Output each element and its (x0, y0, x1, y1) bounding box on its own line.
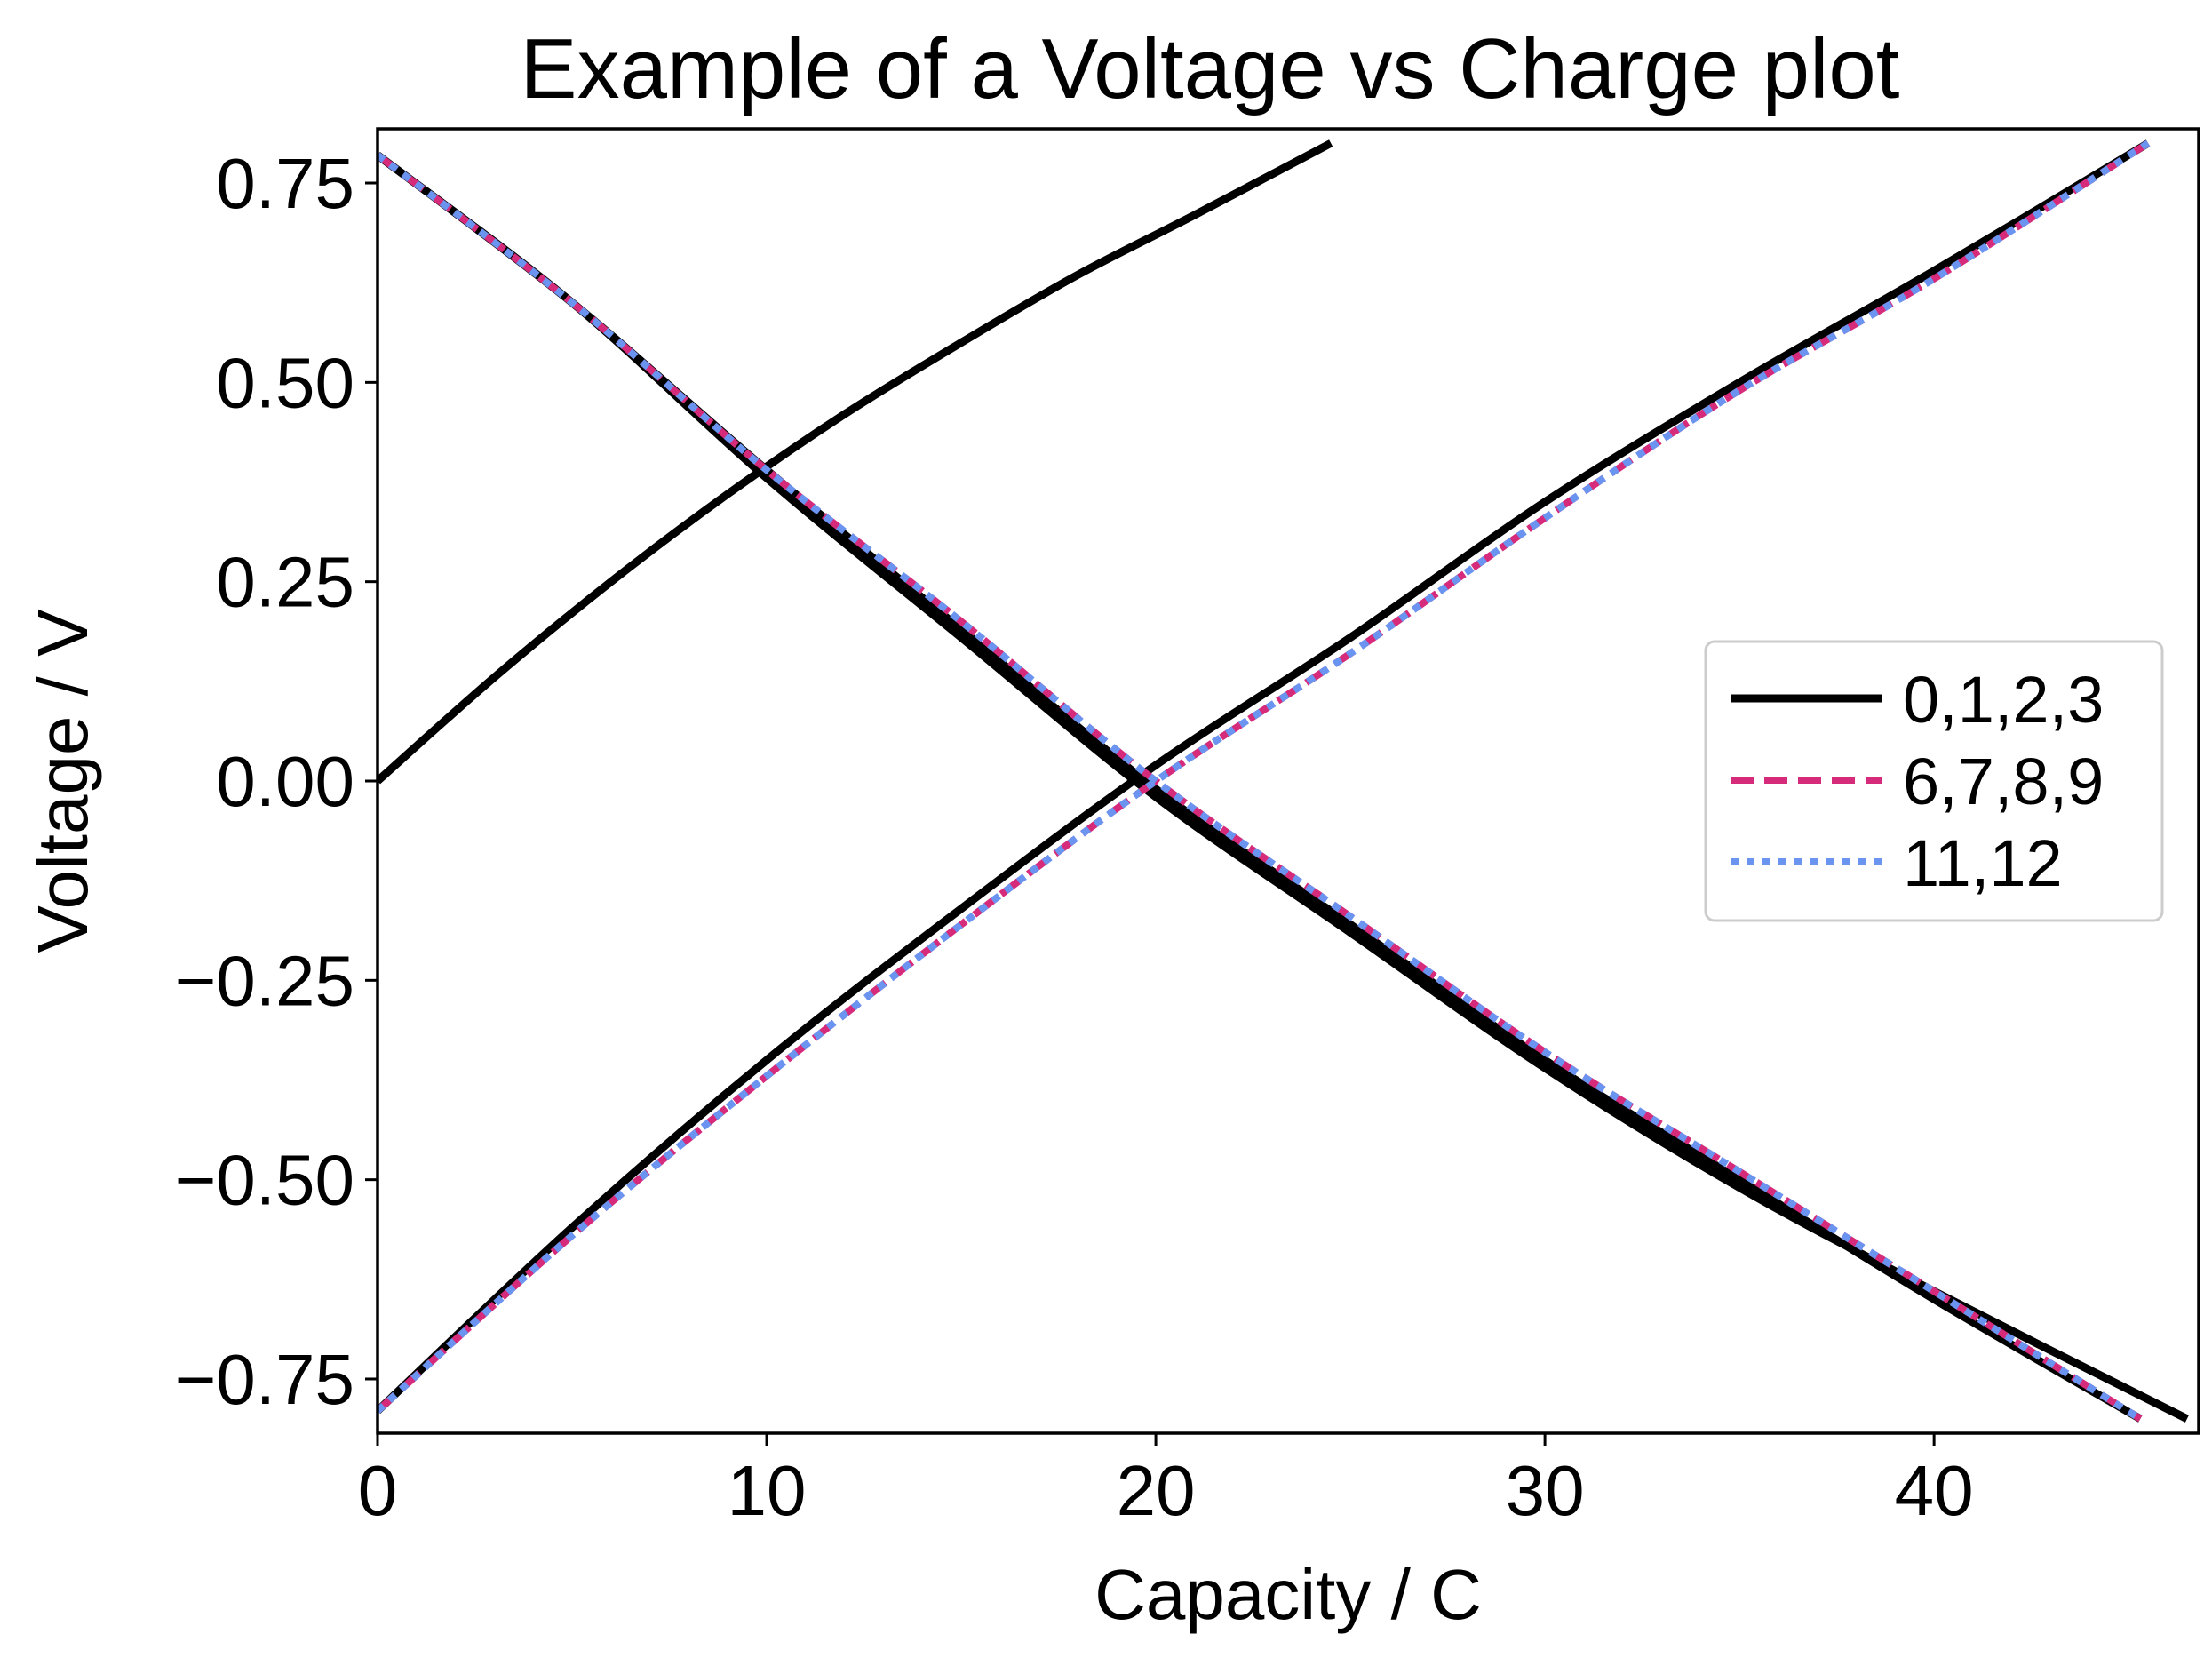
series-line-3-curve-1 (378, 152, 2143, 1423)
y-tick-label: −0.75 (175, 1340, 354, 1419)
legend-label-1: 0,1,2,3 (1903, 663, 2104, 737)
legend-label-3: 11,12 (1903, 826, 2063, 900)
x-axis: 0 10 20 30 40 (358, 1433, 1974, 1530)
y-tick-label: −0.50 (175, 1141, 354, 1220)
series-line-1-curve-4 (378, 139, 2151, 1415)
y-tick-label: 0.25 (216, 543, 354, 622)
y-tick-label: 0.00 (216, 742, 354, 821)
series-line-1-curve-3 (378, 152, 2143, 1423)
y-tick-label: 0.50 (216, 343, 354, 422)
legend-box (1704, 640, 2164, 922)
x-tick-label: 40 (1895, 1451, 1974, 1530)
y-axis: 0.75 0.50 0.25 0.00 −0.25 −0.50 −0.75 (175, 144, 378, 1419)
x-tick-label: 10 (728, 1451, 807, 1530)
y-tick-label: −0.25 (175, 941, 354, 1020)
x-tick-label: 0 (358, 1451, 398, 1530)
legend-label-2: 6,7,8,9 (1903, 745, 2104, 818)
x-tick-label: 20 (1117, 1451, 1196, 1530)
series-line-3-curve-2 (378, 139, 2151, 1414)
chart-title: Example of a Voltage vs Charge plot (521, 21, 1900, 116)
series-line-1-curve-1 (378, 139, 1333, 785)
legend: 0,1,2,3 6,7,8,9 11,12 (1704, 640, 2164, 922)
x-tick-label: 30 (1506, 1451, 1585, 1530)
y-tick-label: 0.75 (216, 144, 354, 223)
x-axis-label: Capacity / C (1094, 1555, 1482, 1634)
y-axis-label: Voltage / V (23, 609, 102, 953)
